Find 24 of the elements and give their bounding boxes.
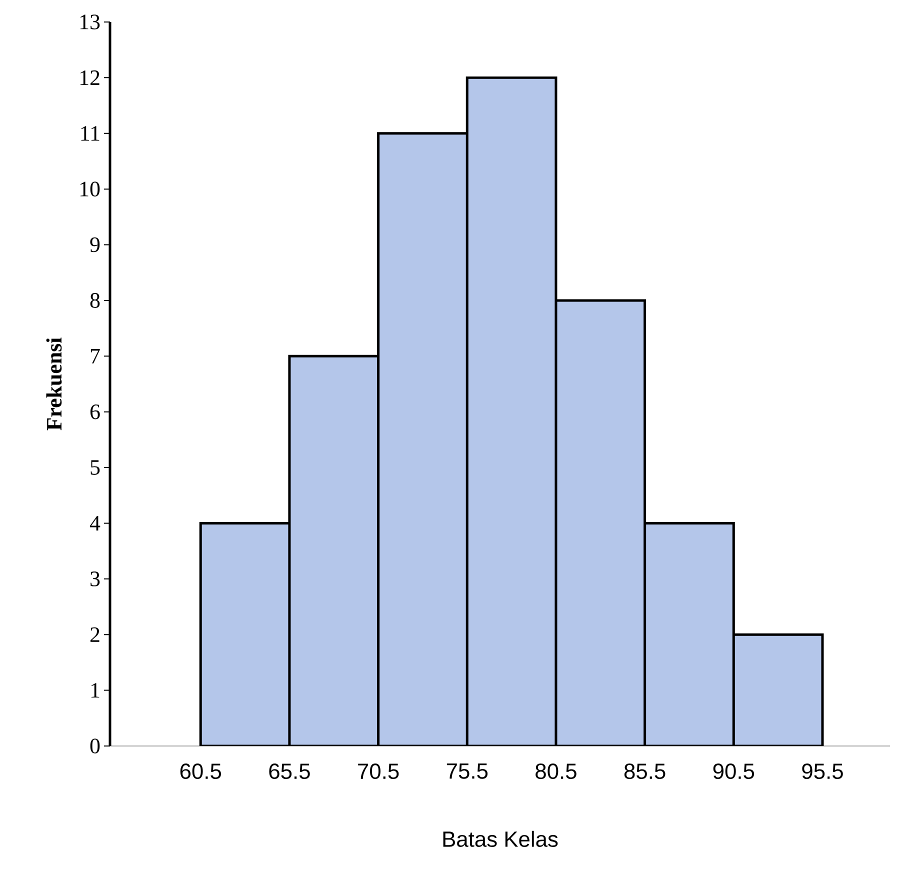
y-tick-label: 11 [81,126,100,141]
x-tick-label: 90.5 [713,764,754,780]
y-tick-label: 6 [90,404,100,420]
y-tick-label: 12 [80,70,100,85]
y-axis-title: Frekuensi [46,338,62,430]
x-tick-label: 75.5 [446,764,488,779]
y-tick-label: 4 [90,516,100,530]
y-tick-label: 13 [80,14,100,30]
y-tick-label: 5 [90,460,100,475]
y-tick-label: 7 [90,348,100,364]
x-tick-label: 95.5 [802,764,843,780]
y-tick-label: 10 [80,182,100,196]
x-axis-title: Batas Kelas [443,830,558,847]
x-tick-label: 85.5 [624,764,666,780]
x-tick-label: 70.5 [358,764,399,780]
x-tick-label: 60.5 [180,764,222,780]
y-tick-label: 9 [90,237,100,252]
y-tick-label: 3 [90,572,100,586]
y-tick-label: 2 [90,627,100,642]
x-tick-label: 65.5 [269,764,310,780]
y-tick-label: 1 [91,683,100,698]
x-tick-label: 80.5 [536,764,576,780]
y-tick-label: 8 [90,293,100,308]
y-tick-label: 0 [90,738,100,754]
